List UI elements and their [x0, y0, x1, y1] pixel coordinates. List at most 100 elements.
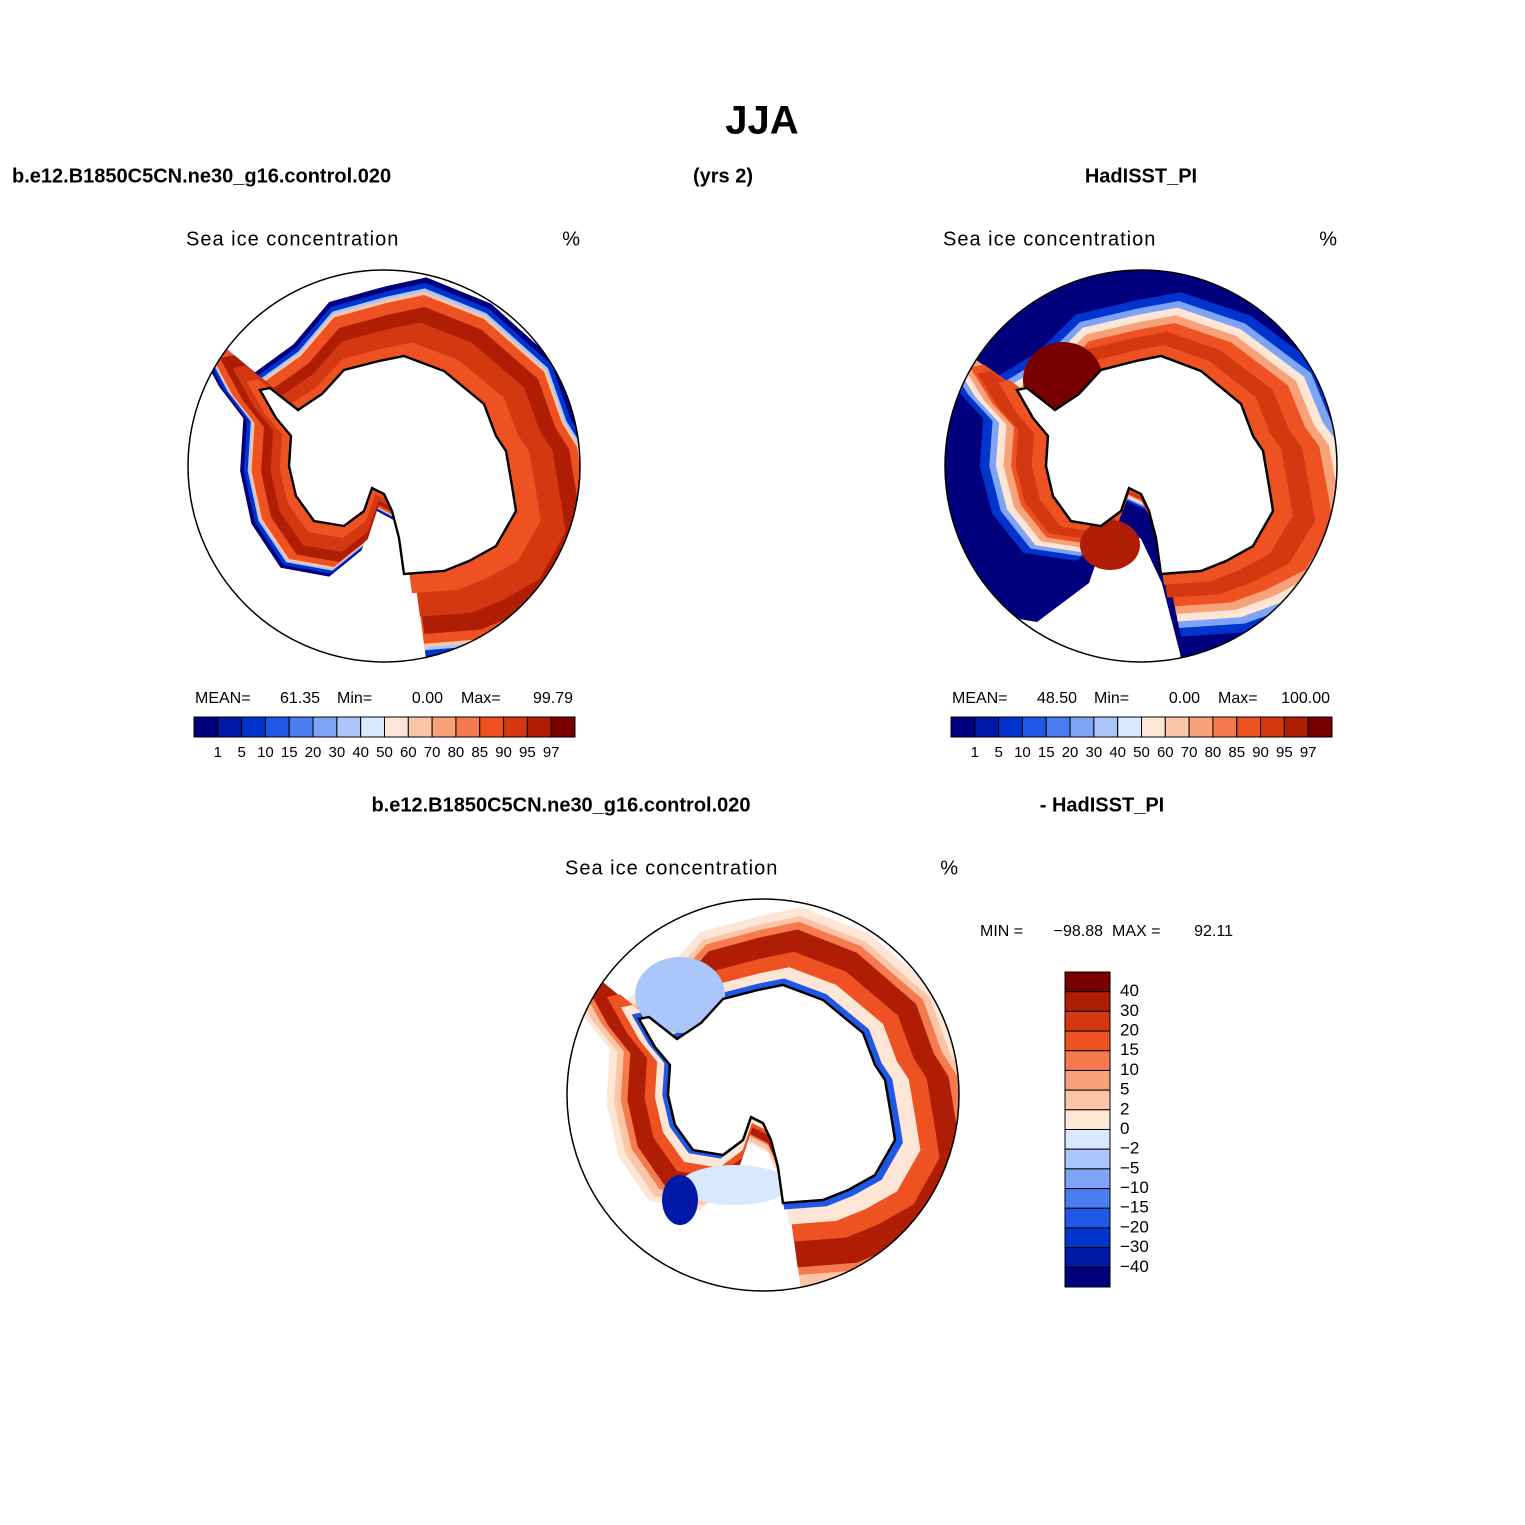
colorbar-label: −30 [1120, 1237, 1149, 1256]
colorbar-box [384, 716, 409, 738]
colorbar-label: 80 [1205, 744, 1222, 761]
stat-label: MEAN= [195, 690, 251, 707]
colorbar-box [1064, 1247, 1111, 1268]
colorbar-label: 20 [1062, 744, 1079, 761]
stat-label: Max= [1218, 690, 1258, 707]
colorbar-box [1283, 716, 1309, 738]
colorbar-box [1064, 1168, 1111, 1190]
colorbar-box [1164, 716, 1190, 738]
colorbar-label: 0 [1120, 1119, 1129, 1138]
stat-value: 99.79 [533, 690, 573, 707]
colorbar-box [1064, 1109, 1111, 1130]
figure-title: JJA [725, 99, 798, 143]
colorbar-label: 90 [495, 744, 512, 761]
colorbar-label: 40 [352, 744, 369, 761]
diff-header-left: b.e12.B1850C5CN.ne30_g16.control.020 [371, 794, 750, 816]
diff-patch [662, 1175, 698, 1225]
colorbar-box [1045, 716, 1071, 738]
colorbar-box [1212, 716, 1238, 738]
stat-label: MEAN= [952, 690, 1008, 707]
map-border [944, 269, 1338, 663]
stat-label: MIN = [980, 923, 1023, 940]
colorbar-label: 97 [1300, 744, 1317, 761]
colorbar-box [1117, 716, 1142, 738]
colorbar-box [193, 716, 219, 738]
colorbar-box [1064, 1069, 1111, 1091]
colorbar-box [1064, 1129, 1111, 1150]
diff-patch [635, 957, 725, 1033]
colorbar-label: 90 [1252, 744, 1269, 761]
colorbar-box [312, 716, 338, 738]
colorbar-box [360, 716, 385, 738]
stat-value: 61.35 [280, 690, 320, 707]
colorbar-label: 50 [376, 744, 393, 761]
colorbar-box [1260, 716, 1285, 738]
colorbar-box [217, 716, 243, 738]
stat-value: 92.11 [1194, 923, 1233, 940]
colorbar-box [288, 716, 314, 738]
colorbar-label: 10 [1014, 744, 1031, 761]
colorbar-label: 10 [1120, 1060, 1139, 1079]
colorbar-box [950, 716, 976, 738]
colorbar-label: 30 [1086, 744, 1103, 761]
colorbar-label: 70 [1181, 744, 1198, 761]
colorbar-label: 40 [1120, 981, 1139, 1000]
stat-label: MAX = [1112, 923, 1160, 940]
colorbar-label: 85 [471, 744, 488, 761]
colorbar-box [455, 716, 481, 738]
colorbar-box [1064, 1089, 1111, 1111]
colorbar-label: 5 [1120, 1080, 1129, 1099]
colorbar-box [407, 716, 433, 738]
map-border [566, 898, 960, 1292]
colorbar-label: 15 [1120, 1040, 1139, 1059]
colorbar-box [264, 716, 290, 738]
colorbar-box [479, 716, 505, 738]
colorbar-box [1064, 1010, 1111, 1032]
colorbar-box [1307, 716, 1333, 738]
colorbar-label: 50 [1133, 744, 1150, 761]
colorbar-label: 85 [1228, 744, 1245, 761]
header-left: b.e12.B1850C5CN.ne30_g16.control.020 [12, 165, 391, 187]
colorbar-box [1064, 1266, 1111, 1288]
colorbar-box [1093, 716, 1119, 738]
colorbar-label: 20 [1120, 1021, 1139, 1040]
header-right: HadISST_PI [1085, 165, 1197, 187]
colorbar-label: 15 [1038, 744, 1055, 761]
ice-core [1080, 520, 1140, 570]
panel-units: % [940, 857, 959, 879]
colorbar-box [1064, 991, 1111, 1012]
colorbar-box [526, 716, 552, 738]
colorbar-box [1188, 716, 1214, 738]
colorbar-box [1064, 1030, 1111, 1052]
diff-patch [680, 1165, 790, 1205]
stat-label: Min= [337, 690, 372, 707]
stat-value: 0.00 [1169, 690, 1200, 707]
diff-header-right: - HadISST_PI [1040, 794, 1164, 816]
stat-label: Max= [461, 690, 501, 707]
panel-title: Sea ice concentration [943, 228, 1156, 250]
colorbar-box [241, 716, 266, 738]
stat-value: 0.00 [412, 690, 443, 707]
stat-value: 100.00 [1281, 690, 1330, 707]
colorbar-label: 95 [1276, 744, 1293, 761]
colorbar-box [550, 716, 576, 738]
panel-title: Sea ice concentration [186, 228, 399, 250]
stat-value: −98.88 [1054, 923, 1103, 940]
colorbar-label: −5 [1120, 1158, 1139, 1177]
colorbar-label: 97 [543, 744, 560, 761]
colorbar-box [1064, 1227, 1111, 1249]
colorbar-box [1064, 971, 1111, 993]
colorbar-label: 60 [400, 744, 417, 761]
panel-title: Sea ice concentration [565, 857, 778, 879]
colorbar-label: 10 [257, 744, 274, 761]
colorbar-label: 30 [1120, 1001, 1139, 1020]
colorbar-label: −40 [1120, 1257, 1149, 1276]
colorbar-box [1069, 716, 1095, 738]
colorbar-box [1021, 716, 1047, 738]
colorbar-label: 5 [994, 744, 1002, 761]
colorbar-box [1064, 1207, 1111, 1229]
colorbar-box [974, 716, 1000, 738]
colorbar-label: 30 [329, 744, 346, 761]
panel-units: % [1319, 228, 1338, 250]
colorbar-label: 40 [1109, 744, 1126, 761]
